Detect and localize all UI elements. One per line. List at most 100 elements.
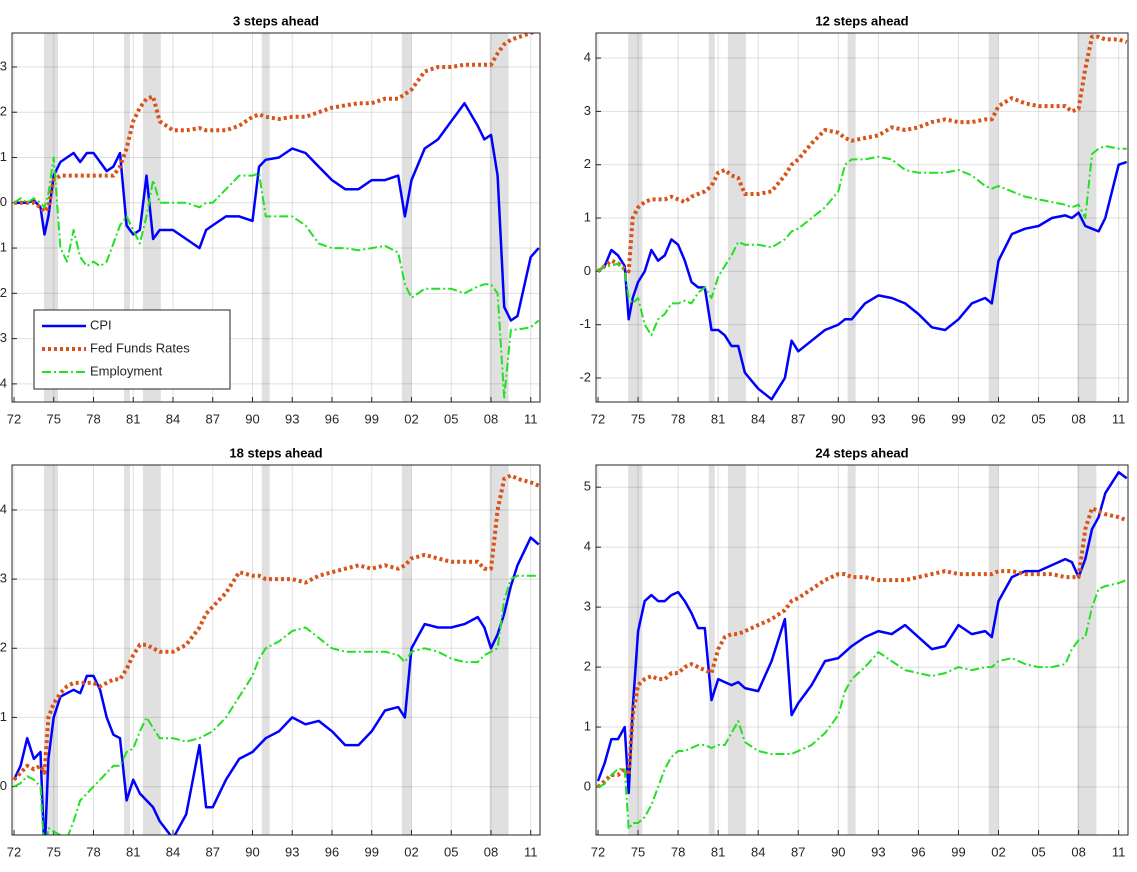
axes-box bbox=[595, 32, 1129, 403]
x-tick-label: 99 bbox=[364, 844, 378, 859]
legend: CPI Fed Funds Rates Employment bbox=[33, 309, 231, 390]
x-tick-label: 81 bbox=[711, 844, 725, 859]
x-tick-label: 05 bbox=[444, 411, 458, 426]
subplot-title: 3 steps ahead bbox=[233, 13, 319, 28]
series-line bbox=[597, 160, 1128, 401]
x-tick-label: 78 bbox=[86, 411, 100, 426]
y-tick-label: 5 bbox=[584, 479, 591, 494]
x-tick-label: 11 bbox=[1112, 844, 1126, 859]
x-tick-label: 02 bbox=[404, 844, 418, 859]
y-tick-label: -4 bbox=[0, 375, 7, 390]
x-tick-label: 05 bbox=[1031, 411, 1045, 426]
axes-box bbox=[595, 464, 1129, 836]
x-tick-label: 02 bbox=[991, 411, 1005, 426]
y-tick-label: 1 bbox=[0, 709, 7, 724]
plot-area bbox=[12, 465, 540, 835]
y-tick-label: 0 bbox=[0, 194, 7, 209]
x-tick-label: 81 bbox=[126, 411, 140, 426]
legend-label: Employment bbox=[90, 363, 163, 378]
x-tick-label: 05 bbox=[1031, 844, 1045, 859]
x-tick-label: 84 bbox=[166, 411, 180, 426]
x-tick-label: 75 bbox=[47, 411, 61, 426]
recession-band bbox=[727, 465, 746, 835]
series-group bbox=[13, 33, 540, 399]
x-tick-label: 99 bbox=[364, 411, 378, 426]
x-tick-label: 78 bbox=[671, 411, 685, 426]
x-tick-label: 75 bbox=[631, 844, 645, 859]
series-line bbox=[596, 34, 1128, 274]
x-tick-label: 11 bbox=[524, 411, 538, 426]
series-line bbox=[597, 145, 1127, 337]
x-tick-label: 90 bbox=[831, 411, 845, 426]
y-tick-label: 3 bbox=[584, 599, 591, 614]
x-tick-label: 08 bbox=[484, 411, 498, 426]
recession-band bbox=[988, 33, 999, 402]
y-tick-label: 1 bbox=[0, 149, 7, 164]
y-tick-label: -1 bbox=[579, 316, 591, 331]
subplot-title: 24 steps ahead bbox=[815, 445, 908, 460]
y-tick-label: 2 bbox=[0, 104, 7, 119]
x-tick-label: 96 bbox=[911, 844, 925, 859]
y-tick-label: 3 bbox=[0, 571, 7, 586]
x-tick-label: 93 bbox=[285, 844, 299, 859]
y-tick-label: 1 bbox=[584, 718, 591, 733]
y-tick-label: 3 bbox=[584, 103, 591, 118]
x-tick-label: 87 bbox=[791, 411, 805, 426]
x-tick-label: 81 bbox=[126, 844, 140, 859]
x-tick-label: 96 bbox=[911, 411, 925, 426]
series-line bbox=[596, 506, 1128, 789]
y-tick-label: 2 bbox=[584, 156, 591, 171]
y-tick-label: 1 bbox=[584, 209, 591, 224]
x-tick-label: 84 bbox=[166, 844, 180, 859]
y-tick-label: 4 bbox=[584, 49, 591, 64]
x-tick-label: 11 bbox=[524, 844, 538, 859]
plot-area bbox=[596, 465, 1128, 835]
x-tick-label: 08 bbox=[1071, 844, 1085, 859]
axes-box bbox=[11, 464, 541, 836]
recession-band bbox=[142, 465, 161, 835]
subplot-title: 18 steps ahead bbox=[229, 445, 322, 460]
x-tick-label: 08 bbox=[1071, 411, 1085, 426]
plot-area bbox=[596, 33, 1128, 402]
x-tick-label: 75 bbox=[47, 844, 61, 859]
recession-band bbox=[1077, 33, 1097, 402]
recession-band bbox=[708, 33, 715, 402]
x-tick-label: 99 bbox=[951, 411, 965, 426]
y-tick-label: 0 bbox=[584, 263, 591, 278]
legend-label: CPI bbox=[90, 317, 112, 332]
recession-band bbox=[708, 465, 715, 835]
y-tick-label: 3 bbox=[0, 58, 7, 73]
x-tick-label: 05 bbox=[444, 844, 458, 859]
series-line bbox=[12, 473, 540, 782]
y-tick-label: 2 bbox=[0, 640, 7, 655]
series-line bbox=[13, 156, 540, 399]
y-tick-label: -2 bbox=[579, 369, 591, 384]
series-line bbox=[597, 579, 1128, 830]
series-group bbox=[12, 473, 540, 835]
series-line bbox=[13, 574, 539, 835]
y-tick-label: -3 bbox=[0, 330, 7, 345]
x-tick-label: 81 bbox=[711, 411, 725, 426]
x-tick-label: 72 bbox=[7, 411, 21, 426]
x-tick-label: 90 bbox=[831, 844, 845, 859]
x-tick-label: 84 bbox=[751, 411, 765, 426]
recession-band bbox=[727, 33, 746, 402]
recession-band bbox=[123, 465, 130, 835]
recession-band bbox=[847, 465, 856, 835]
x-tick-label: 75 bbox=[631, 411, 645, 426]
x-tick-label: 84 bbox=[751, 844, 765, 859]
x-tick-label: 72 bbox=[591, 844, 605, 859]
y-tick-label: -2 bbox=[0, 285, 7, 300]
x-tick-label: 96 bbox=[325, 844, 339, 859]
x-tick-label: 90 bbox=[245, 844, 259, 859]
series-line bbox=[14, 101, 540, 322]
series-line bbox=[14, 33, 538, 214]
series-group bbox=[596, 34, 1128, 401]
x-tick-label: 99 bbox=[951, 844, 965, 859]
y-tick-label: 2 bbox=[584, 659, 591, 674]
series-line bbox=[12, 536, 540, 835]
x-tick-label: 02 bbox=[404, 411, 418, 426]
